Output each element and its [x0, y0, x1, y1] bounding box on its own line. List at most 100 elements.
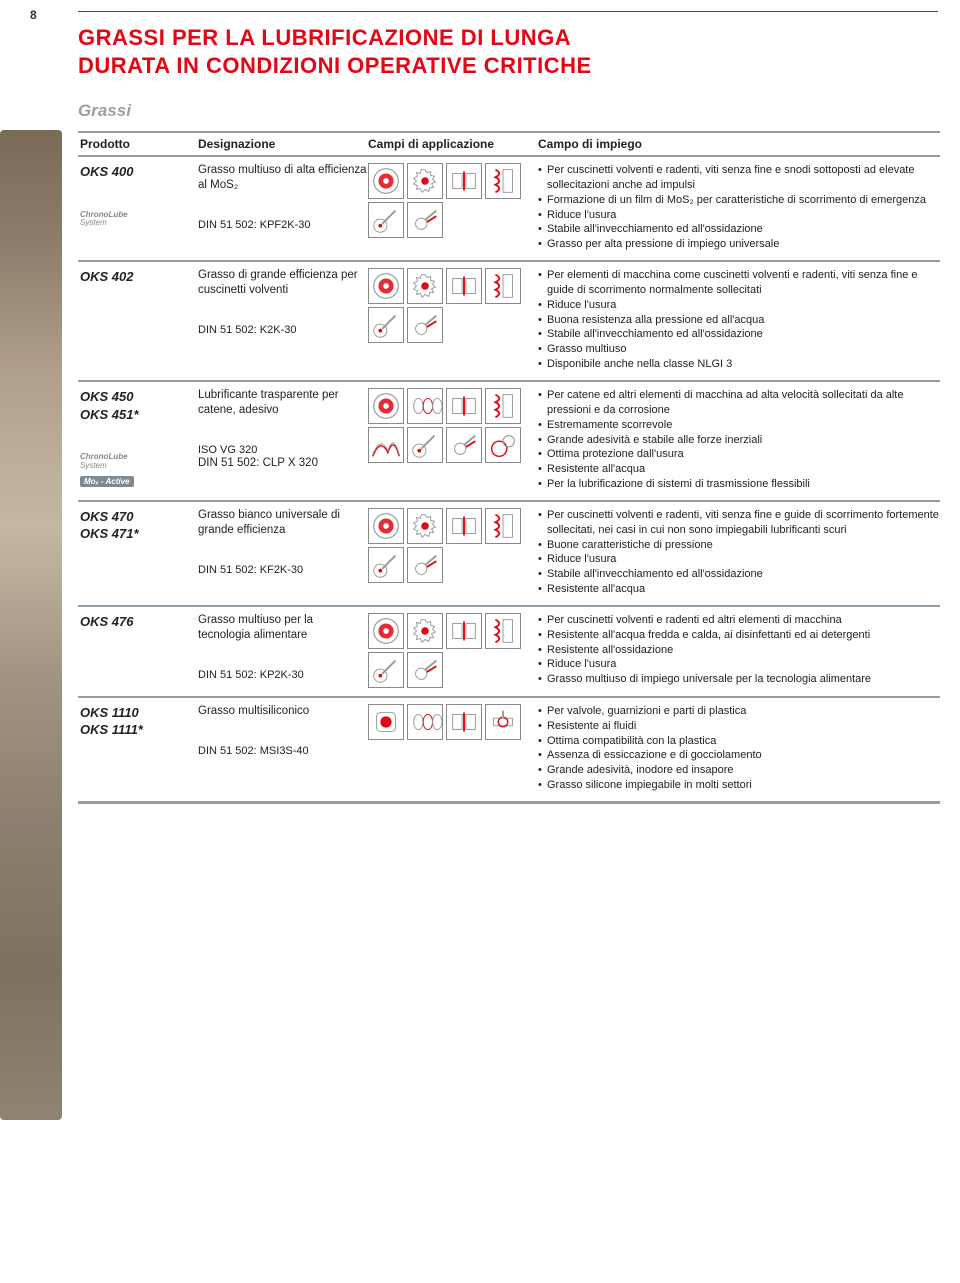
impiego-item: Riduce l'usura: [538, 298, 940, 313]
impiego-item: Per cuscinetti volventi e radenti, viti …: [538, 163, 940, 193]
col-designazione: Grasso bianco universale di grande effic…: [198, 508, 368, 597]
impiego-item: Stabile all'invecchiamento ed all'ossida…: [538, 327, 940, 342]
spring-icon: [485, 508, 521, 544]
impiego-list: Per elementi di macchina come cuscinetti…: [538, 268, 940, 372]
impiego-item: Buone caratteristiche di pressione: [538, 538, 940, 553]
impiego-item: Resistente all'acqua fredda e calda, ai …: [538, 628, 940, 643]
impiego-item: Per valvole, guarnizioni e parti di plas…: [538, 704, 940, 719]
hinge-icon: [446, 613, 482, 649]
hinge-icon: [446, 163, 482, 199]
th-applicazione: Campi di applicazione: [368, 137, 538, 151]
application-icons: [368, 163, 536, 238]
impiego-item: Grande adesività e stabile alle forze in…: [538, 433, 940, 448]
title-line-2: DURATA IN CONDIZIONI OPERATIVE CRITICHE: [78, 53, 592, 78]
chain-icon: [407, 704, 443, 740]
impiego-item: Per catene ed altri elementi di macchina…: [538, 388, 940, 418]
product-code: OKS 451*: [80, 406, 198, 424]
impiego-item: Ottima protezione dall'usura: [538, 447, 940, 462]
impiego-item: Grasso silicone impiegabile in molti set…: [538, 778, 940, 793]
th-designazione: Designazione: [198, 137, 368, 151]
joint-icon: [407, 307, 443, 343]
gear-icon: [407, 268, 443, 304]
col-impiego: Per cuscinetti volventi e radenti, viti …: [538, 163, 940, 252]
gear2-icon: [485, 427, 521, 463]
pin-icon: [368, 202, 404, 238]
joint-icon: [407, 652, 443, 688]
product-code: OKS 476: [80, 613, 198, 631]
impiego-item: Grande adesività, inodore ed insapore: [538, 763, 940, 778]
col-applicazione: [368, 704, 538, 793]
table-row: OKS 400ChronoLubeSystemGrasso multiuso d…: [78, 157, 940, 262]
col-applicazione: [368, 613, 538, 688]
col-applicazione: [368, 268, 538, 372]
bearing-icon: [368, 268, 404, 304]
table-row: OKS 402Grasso di grande efficienza per c…: [78, 262, 940, 382]
impiego-item: Grasso multiuso di impiego universale pe…: [538, 672, 940, 687]
designation-text: Grasso multisiliconico: [198, 704, 368, 719]
designation-text: Grasso multiuso di alta efficienza al Mo…: [198, 163, 368, 193]
impiego-item: Stabile all'invecchiamento ed all'ossida…: [538, 567, 940, 582]
table-row: OKS 470OKS 471*Grasso bianco universale …: [78, 502, 940, 607]
chronolube-label: ChronoLube: [80, 210, 128, 219]
bearing-icon: [368, 613, 404, 649]
impiego-item: Resistente all'ossidazione: [538, 643, 940, 658]
product-code: OKS 470: [80, 508, 198, 526]
col-prodotto: OKS 450OKS 451*ChronoLubeSystemMoₓ - Act…: [78, 388, 198, 492]
spring-icon: [485, 163, 521, 199]
product-code: OKS 1111*: [80, 721, 198, 739]
joint-icon: [407, 202, 443, 238]
product-code: OKS 450: [80, 388, 198, 406]
hinge-icon: [446, 508, 482, 544]
col-prodotto: OKS 1110OKS 1111*: [78, 704, 198, 793]
seal-icon: [368, 704, 404, 740]
col-applicazione: [368, 163, 538, 252]
application-icons: [368, 268, 536, 343]
brand-badge: ChronoLubeSystem: [80, 453, 198, 471]
impiego-item: Grasso per alta pressione di impiego uni…: [538, 237, 940, 252]
col-impiego: Per catene ed altri elementi di macchina…: [538, 388, 940, 492]
chronolube-label: ChronoLube: [80, 452, 128, 461]
product-code: OKS 400: [80, 163, 198, 181]
table-row: OKS 476Grasso multiuso per la tecnologia…: [78, 607, 940, 698]
bearing-icon: [368, 508, 404, 544]
din-spec: DIN 51 502: MSI3S-40: [198, 745, 368, 757]
application-icons: [368, 508, 536, 583]
impiego-item: Estremamente scorrevole: [538, 418, 940, 433]
spring-icon: [485, 388, 521, 424]
page-title: GRASSI PER LA LUBRIFICAZIONE DI LUNGA DU…: [78, 24, 940, 79]
impiego-item: Per la lubrificazione di sistemi di tras…: [538, 477, 940, 492]
pin-icon: [368, 652, 404, 688]
table-row: OKS 1110OKS 1111*Grasso multisiliconico D…: [78, 698, 940, 804]
impiego-item: Buona resistenza alla pressione ed all'a…: [538, 313, 940, 328]
col-applicazione: [368, 388, 538, 492]
col-impiego: Per elementi di macchina come cuscinetti…: [538, 268, 940, 372]
col-designazione: Grasso multiuso per la tecnologia alimen…: [198, 613, 368, 688]
main-content: GRASSI PER LA LUBRIFICAZIONE DI LUNGA DU…: [70, 0, 960, 1283]
impiego-item: Assenza di essiccazione e di gocciolamen…: [538, 748, 940, 763]
gear-icon: [407, 163, 443, 199]
impiego-item: Grasso multiuso: [538, 342, 940, 357]
chain-icon: [407, 388, 443, 424]
pin-icon: [368, 547, 404, 583]
top-rule: [78, 11, 938, 12]
product-code: OKS 471*: [80, 525, 198, 543]
din-spec: DIN 51 502: KP2K-30: [198, 669, 368, 681]
din-spec: DIN 51 502: KPF2K-30: [198, 219, 368, 231]
din-spec: DIN 51 502: KF2K-30: [198, 564, 368, 576]
application-icons: [368, 704, 536, 740]
designation-text: Lubrificante trasparente per catene, ade…: [198, 388, 368, 418]
gear-icon: [407, 613, 443, 649]
impiego-item: Ottima compatibilità con la plastica: [538, 734, 940, 749]
hinge-icon: [446, 388, 482, 424]
gear-icon: [407, 508, 443, 544]
din-spec: DIN 51 502: CLP X 320: [198, 456, 368, 471]
decorative-photo-strip: [0, 130, 62, 1120]
impiego-item: Resistente all'acqua: [538, 462, 940, 477]
impiego-item: Per cuscinetti volventi e radenti ed alt…: [538, 613, 940, 628]
din-spec: ISO VG 320: [198, 444, 368, 456]
wire-icon: [368, 427, 404, 463]
pin-icon: [407, 427, 443, 463]
hinge-icon: [446, 704, 482, 740]
impiego-list: Per cuscinetti volventi e radenti ed alt…: [538, 613, 940, 687]
designation-text: Grasso di grande efficienza per cuscinet…: [198, 268, 368, 298]
